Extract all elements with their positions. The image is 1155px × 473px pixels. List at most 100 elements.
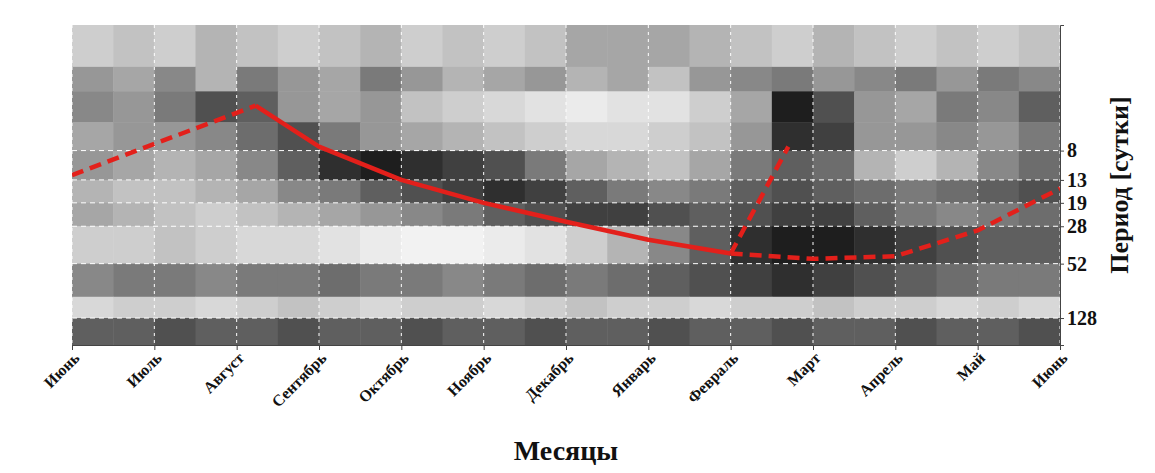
heatmap-cell — [731, 122, 773, 151]
series-line — [72, 106, 256, 175]
heatmap-cell — [772, 180, 814, 203]
y-axis-title: Период [сутки] — [1105, 96, 1134, 273]
tick-label: Январь — [608, 349, 660, 401]
tick-mark — [154, 345, 155, 350]
heatmap-cell — [525, 151, 567, 181]
heatmap-cell — [978, 67, 1020, 92]
heatmap-cell — [443, 203, 485, 227]
heatmap-cell — [196, 151, 238, 181]
heatmap-cell — [72, 67, 114, 92]
tick-label: Июнь — [41, 349, 83, 391]
heatmap-cell — [648, 203, 690, 227]
heatmap-cell — [72, 297, 114, 319]
heatmap-cell — [72, 203, 114, 227]
heatmap-cell — [772, 25, 814, 67]
grid-line — [72, 318, 1060, 319]
heatmap-cell — [360, 264, 402, 298]
heatmap-cell — [154, 203, 196, 227]
heatmap-cell — [690, 203, 732, 227]
heatmap-cell — [237, 67, 279, 92]
tick: Апрель — [856, 345, 907, 400]
tick: Январь — [608, 345, 660, 401]
heatmap-cell — [566, 297, 608, 319]
heatmap-cell — [443, 226, 485, 264]
heatmap-cell — [319, 180, 361, 203]
grid-line — [154, 25, 155, 345]
heatmap-cell — [978, 297, 1020, 319]
heatmap-cell — [648, 297, 690, 319]
heatmap-cell — [237, 203, 279, 227]
heatmap-cell — [237, 297, 279, 319]
heatmap-cell — [854, 151, 896, 181]
heatmap-cell — [772, 67, 814, 92]
heatmap-cell — [813, 297, 855, 319]
heatmap-cell — [813, 91, 855, 122]
heatmap-cell — [360, 203, 402, 227]
heatmap-cell — [278, 297, 320, 319]
heatmap-cell — [484, 25, 526, 67]
heatmap-cell — [154, 318, 196, 345]
heatmap-cell — [525, 91, 567, 122]
heatmap-cell — [648, 67, 690, 92]
heatmap-cell — [237, 226, 279, 264]
tick: 28 — [1060, 215, 1087, 237]
heatmap-cell — [154, 151, 196, 181]
heatmap-cell — [360, 180, 402, 203]
heatmap-cell — [937, 226, 979, 264]
heatmap-cell — [854, 67, 896, 92]
heatmap-cell — [978, 226, 1020, 264]
heatmap-cell — [443, 318, 485, 345]
tick: Май — [953, 345, 988, 384]
heatmap-cell — [648, 264, 690, 298]
heatmap-cell — [937, 151, 979, 181]
heatmap-cell — [978, 318, 1020, 345]
tick: 13 — [1060, 169, 1087, 191]
tick: Декабрь — [522, 345, 578, 405]
heatmap-cell — [813, 122, 855, 151]
heatmap-cell — [443, 151, 485, 181]
heatmap-cell — [854, 91, 896, 122]
x-axis-title: Месяцы — [514, 435, 619, 466]
heatmap-cell — [607, 203, 649, 227]
heatmap-cell — [525, 67, 567, 92]
grid-line — [730, 25, 731, 345]
heatmap-cell — [72, 226, 114, 264]
heatmap-cell — [648, 122, 690, 151]
heatmap-cell — [72, 25, 114, 67]
heatmap-cell — [401, 122, 443, 151]
heatmap-cell — [401, 151, 443, 181]
heatmap-cell — [937, 67, 979, 92]
heatmap-cell — [443, 25, 485, 67]
heatmap-cell — [854, 297, 896, 319]
heatmap-cell — [813, 67, 855, 92]
tick: 128 — [1060, 307, 1097, 329]
heatmap-cell — [278, 203, 320, 227]
heatmap-cell — [113, 180, 155, 203]
heatmap-cell — [607, 180, 649, 203]
heatmap-cell — [113, 25, 155, 67]
heatmap-cell — [154, 264, 196, 298]
heatmap-cell — [401, 264, 443, 298]
heatmap-cell — [731, 297, 773, 319]
grid-line — [895, 25, 896, 345]
grid-line — [319, 25, 320, 345]
heatmap-cell — [154, 91, 196, 122]
heatmap-cell — [319, 67, 361, 92]
heatmap-cell — [196, 203, 238, 227]
tick-mark — [1060, 203, 1064, 204]
heatmap-cell — [360, 318, 402, 345]
heatmap-cell — [360, 67, 402, 92]
heatmap-cell — [360, 297, 402, 319]
heatmap-cell — [443, 91, 485, 122]
heatmap-cell — [72, 122, 114, 151]
heatmap-cell — [978, 151, 1020, 181]
heatmap-cell — [237, 264, 279, 298]
tick-label: Май — [953, 349, 988, 384]
tick-label: 128 — [1067, 307, 1097, 329]
heatmap-cell — [690, 122, 732, 151]
grid-line — [72, 150, 1060, 151]
heatmap-cell — [484, 226, 526, 264]
heatmap-cell — [607, 25, 649, 67]
heatmap-cell — [895, 151, 937, 181]
grid-line — [1060, 25, 1061, 345]
